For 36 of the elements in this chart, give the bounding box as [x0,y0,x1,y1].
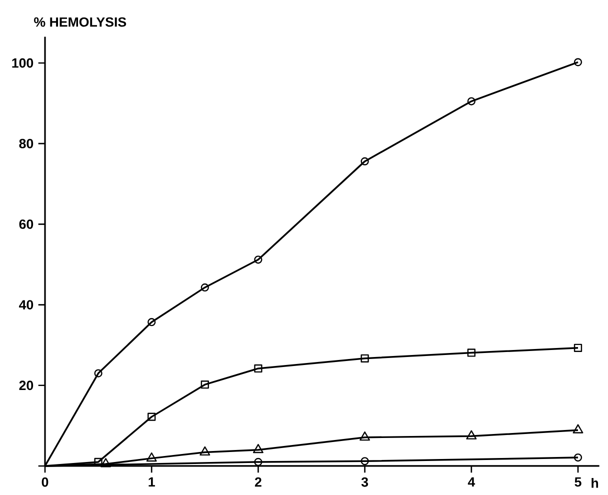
point [146,452,157,462]
x-tick-label: 4 [468,477,476,487]
y-tick-label: 100 [12,58,34,68]
point [466,430,477,440]
x-tick-label: 1 [148,477,155,487]
point [360,431,370,441]
x-tick-label: 2 [254,477,262,487]
y-tick-label: 40 [19,300,34,310]
y-tick-label: 80 [19,138,34,148]
point [467,97,476,106]
x-axis-title: h [592,478,598,488]
y-tick-label: 20 [19,380,34,390]
point [94,369,102,378]
point [254,256,262,264]
point [572,424,584,434]
point [360,157,369,166]
point [148,318,156,326]
x-tick-label: 0 [42,477,48,487]
point [200,283,209,292]
point [574,344,582,352]
x-tick-label: 3 [361,477,368,487]
point [360,354,369,362]
point [574,58,582,66]
point [254,364,262,373]
point [574,453,582,462]
point [252,444,264,454]
x-tick-label: 5 [574,477,582,487]
point [254,458,262,466]
point [200,446,210,456]
y-axis-title: % HEMOLYSIS [34,17,126,27]
point [148,412,156,421]
y-tick-label: 60 [19,219,34,229]
point [360,457,369,466]
point [100,458,111,468]
point [467,348,476,357]
point [200,380,209,389]
